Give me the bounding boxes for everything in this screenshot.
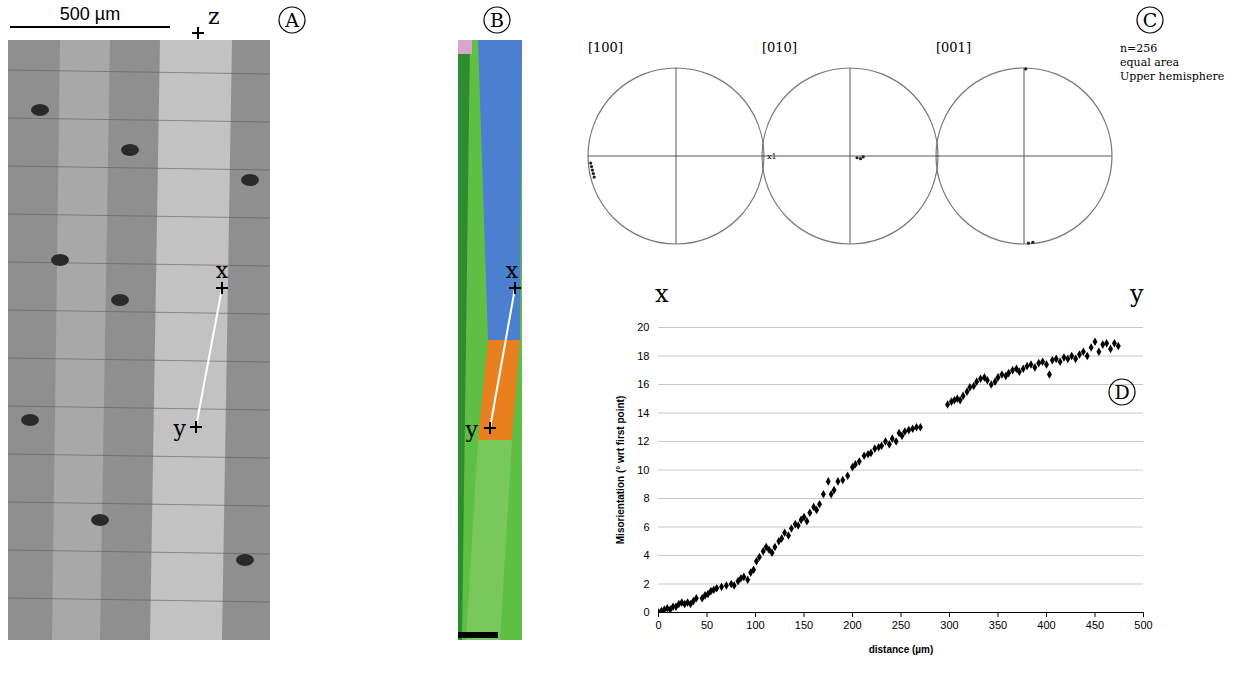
svg-text:0: 0 [643, 606, 649, 618]
svg-text:200: 200 [843, 619, 861, 631]
svg-text:450: 450 [1086, 619, 1104, 631]
svg-text:20: 20 [637, 321, 649, 333]
svg-text:6: 6 [643, 521, 649, 533]
svg-text:18: 18 [637, 350, 649, 362]
svg-text:D: D [1114, 381, 1129, 403]
svg-text:500: 500 [1134, 619, 1152, 631]
svg-text:16: 16 [637, 378, 649, 390]
svg-text:B: B [490, 9, 504, 31]
svg-text:distance (µm): distance (µm) [869, 644, 934, 655]
svg-text:50: 50 [701, 619, 713, 631]
svg-text:[001]: [001] [936, 40, 971, 55]
svg-text:4: 4 [643, 549, 649, 561]
svg-text:250: 250 [892, 619, 910, 631]
svg-text:x: x [216, 258, 229, 283]
svg-text:8: 8 [643, 492, 649, 504]
svg-text:150: 150 [795, 619, 813, 631]
svg-text:z: z [208, 4, 220, 29]
svg-text:y: y [1129, 280, 1144, 308]
svg-text:x: x [655, 280, 669, 308]
svg-text:2: 2 [643, 578, 649, 590]
svg-text:n=256: n=256 [1120, 42, 1157, 55]
svg-text:C: C [1143, 9, 1158, 31]
svg-text:500 µm: 500 µm [60, 4, 120, 24]
svg-text:Upper hemisphere: Upper hemisphere [1120, 70, 1224, 83]
svg-text:[100]: [100] [588, 40, 623, 55]
svg-text:400: 400 [1037, 619, 1055, 631]
svg-text:300: 300 [940, 619, 958, 631]
svg-text:14: 14 [637, 407, 649, 419]
svg-text:10: 10 [637, 464, 649, 476]
svg-text:x1: x1 [767, 152, 777, 161]
svg-text:x: x [506, 258, 519, 283]
svg-text:y: y [465, 417, 479, 442]
svg-text:y: y [173, 416, 187, 441]
svg-text:Misorientation (° wrt first po: Misorientation (° wrt first point) [615, 396, 626, 544]
svg-text:350: 350 [989, 619, 1007, 631]
svg-text:equal area: equal area [1120, 56, 1180, 69]
svg-text:[010]: [010] [762, 40, 797, 55]
svg-text:12: 12 [637, 435, 649, 447]
svg-text:0: 0 [655, 619, 661, 631]
svg-text:A: A [284, 9, 299, 31]
svg-text:100: 100 [746, 619, 764, 631]
